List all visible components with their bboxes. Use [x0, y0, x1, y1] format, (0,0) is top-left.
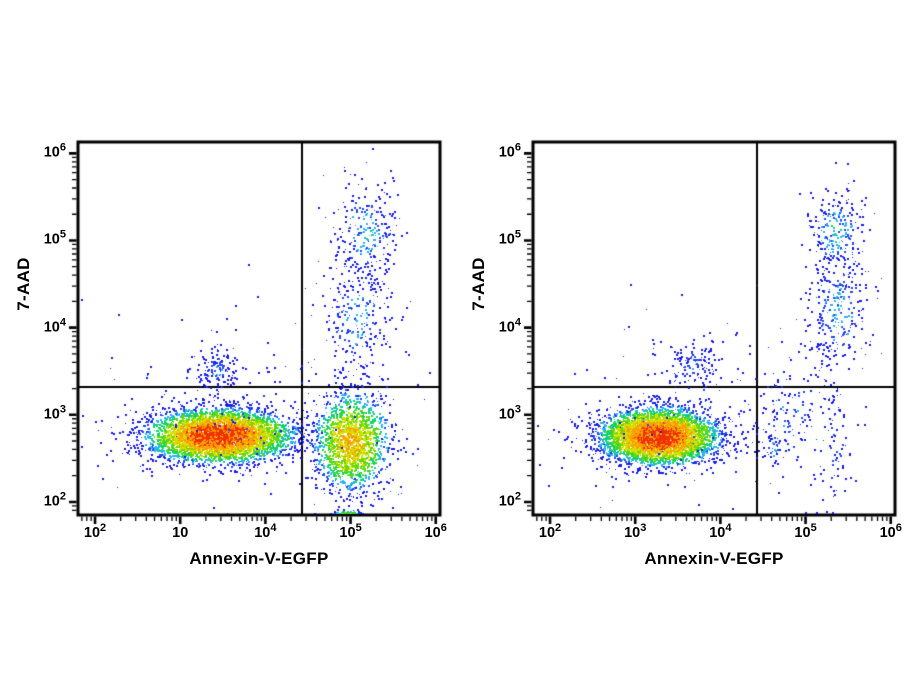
tick-base: 10	[43, 231, 60, 248]
y-tick-label: 102	[459, 490, 521, 510]
y-tick-label: 102	[4, 490, 66, 510]
tick-exponent: 6	[895, 522, 902, 535]
x-tick-label: 105	[319, 522, 383, 542]
x-tick-label: 103	[603, 522, 667, 542]
tick-base: 10	[498, 144, 515, 161]
x-tick-label: 106	[859, 522, 923, 542]
y-axis-title-left: 7-AAD	[14, 257, 33, 311]
x-tick-label: 104	[233, 522, 297, 542]
tick-exponent: 5	[59, 229, 66, 242]
tick-exponent: 2	[59, 490, 66, 503]
x-axis-title-left: Annexin-V-EGFP	[189, 549, 329, 568]
tick-base: 10	[538, 525, 556, 541]
tick-exponent: 3	[640, 522, 647, 535]
tick-base: 10	[254, 525, 271, 541]
x-tick-label: 104	[688, 522, 752, 542]
tick-exponent: 4	[514, 316, 521, 329]
tick-exponent: 2	[555, 522, 562, 535]
x-tick-label: 105	[774, 522, 838, 542]
tick-base: 10	[43, 493, 60, 510]
tick-base: 10	[339, 525, 356, 541]
y-tick-label: 105	[459, 229, 521, 248]
tick-base: 10	[498, 406, 515, 423]
tick-exponent: 6	[59, 141, 66, 154]
tick-exponent: 2	[100, 522, 107, 535]
y-tick-label: 104	[459, 316, 521, 335]
tick-exponent: 6	[440, 522, 447, 535]
tick-exponent: 6	[514, 141, 521, 154]
tick-base: 10	[709, 525, 726, 541]
y-tick-label: 103	[4, 403, 66, 423]
tick-base: 10	[794, 525, 811, 541]
y-tick-label: 106	[459, 141, 521, 161]
tick-exponent: 5	[355, 522, 362, 535]
tick-base: 10	[43, 144, 60, 161]
x-axis-title-right: Annexin-V-EGFP	[644, 549, 784, 568]
y-tick-label: 105	[4, 229, 66, 248]
tick-base: 10	[879, 525, 896, 541]
tick-exponent: 2	[514, 490, 521, 503]
tick-exponent: 4	[59, 316, 66, 329]
tick-base: 10	[83, 525, 101, 541]
tick-exponent: 4	[270, 522, 277, 535]
x-tick-label: 10	[148, 524, 212, 542]
tick-base: 10	[43, 318, 60, 335]
y-axis-title-right: 7-AAD	[469, 257, 488, 311]
x-tick-label: 102	[63, 522, 127, 542]
y-tick-label: 106	[4, 141, 66, 161]
tick-base: 10	[172, 525, 189, 541]
y-tick-label: 103	[459, 403, 521, 423]
tick-base: 10	[624, 525, 641, 541]
x-tick-label: 102	[518, 522, 582, 542]
tick-exponent: 4	[725, 522, 732, 535]
tick-exponent: 3	[514, 403, 521, 416]
tick-base: 10	[498, 493, 515, 510]
x-tick-label: 106	[404, 522, 468, 542]
tick-base: 10	[498, 231, 515, 248]
tick-base: 10	[43, 406, 60, 423]
tick-exponent: 5	[810, 522, 817, 535]
y-tick-label: 104	[4, 316, 66, 335]
tick-exponent: 3	[59, 403, 66, 416]
tick-base: 10	[424, 525, 441, 541]
tick-exponent: 5	[514, 229, 521, 242]
tick-base: 10	[498, 318, 515, 335]
